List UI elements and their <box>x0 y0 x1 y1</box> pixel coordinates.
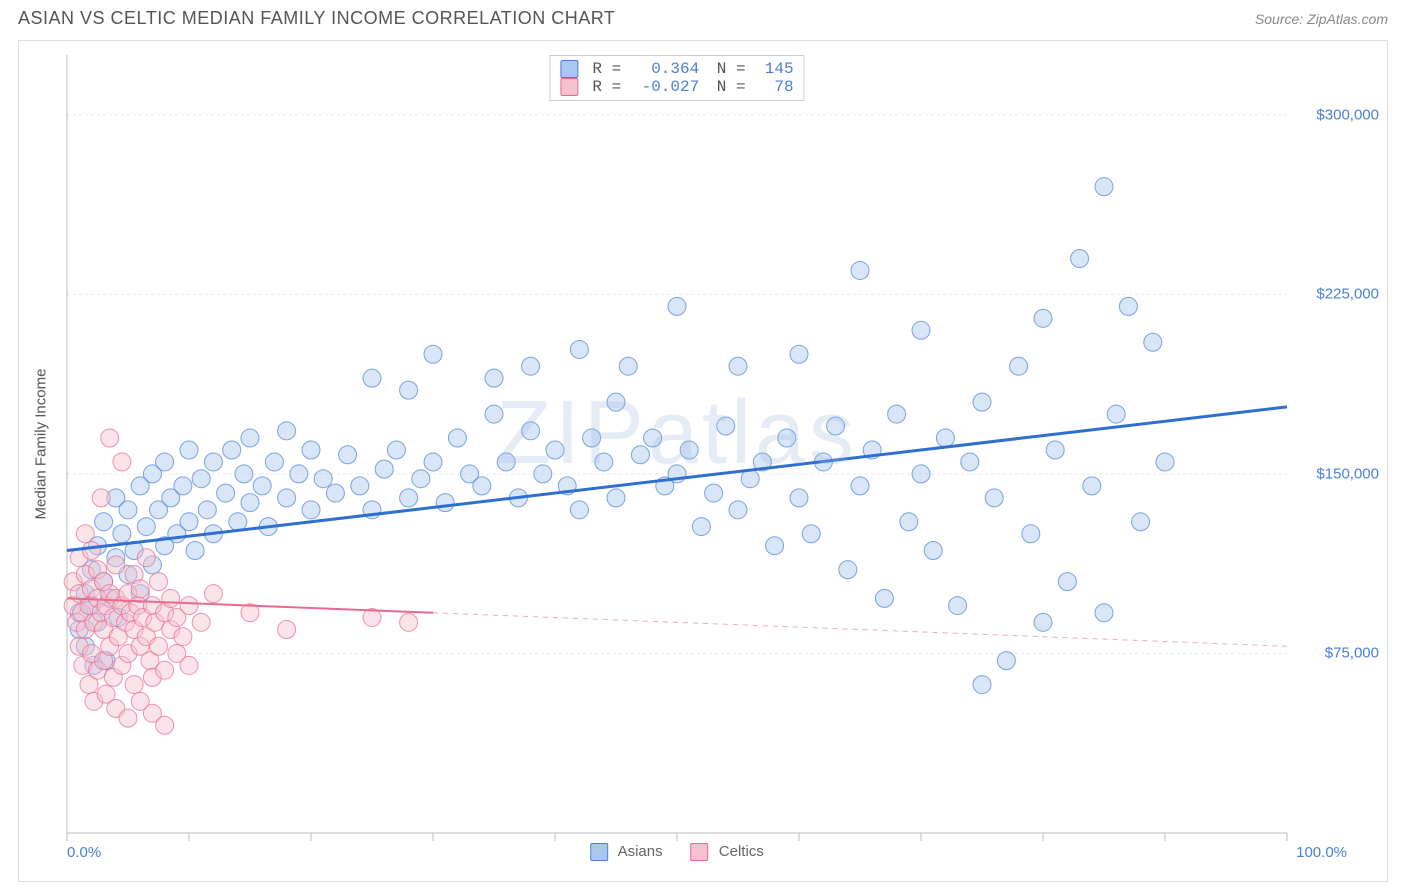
swatch-celtics <box>560 78 578 96</box>
r-label: R = <box>592 78 621 96</box>
swatch-asians <box>560 60 578 78</box>
y-axis-title: Median Family Income <box>33 369 50 520</box>
y-tick-label: $150,000 <box>1294 465 1379 482</box>
r-value-asians: 0.364 <box>629 60 699 78</box>
scatter-svg <box>67 55 1287 833</box>
series-legend: Asians Celtics <box>590 843 764 861</box>
legend-item-asians: Asians <box>590 843 662 861</box>
legend-label: Asians <box>618 843 663 860</box>
r-label: R = <box>592 60 621 78</box>
n-label: N = <box>707 78 745 96</box>
y-tick-label: $225,000 <box>1294 286 1379 303</box>
legend-item-celtics: Celtics <box>691 843 764 861</box>
source-attribution: Source: ZipAtlas.com <box>1255 11 1388 27</box>
n-label: N = <box>707 60 745 78</box>
correlation-legend: R = 0.364 N = 145 R = -0.027 N = 78 <box>549 55 804 101</box>
correlation-row-celtics: R = -0.027 N = 78 <box>560 78 793 96</box>
n-value-celtics: 78 <box>754 78 794 96</box>
swatch-asians <box>590 843 608 861</box>
legend-label: Celtics <box>719 843 764 860</box>
n-value-asians: 145 <box>754 60 794 78</box>
x-axis-max-label: 100.0% <box>1296 844 1347 861</box>
y-tick-label: $75,000 <box>1294 645 1379 662</box>
chart-container: Median Family Income R = 0.364 N = 145 R… <box>18 40 1388 882</box>
plot-area: Median Family Income R = 0.364 N = 145 R… <box>67 55 1287 833</box>
chart-title: ASIAN VS CELTIC MEDIAN FAMILY INCOME COR… <box>18 8 615 29</box>
r-value-celtics: -0.027 <box>629 78 699 96</box>
x-axis-min-label: 0.0% <box>67 844 101 861</box>
y-tick-label: $300,000 <box>1294 106 1379 123</box>
correlation-row-asians: R = 0.364 N = 145 <box>560 60 793 78</box>
swatch-celtics <box>691 843 709 861</box>
